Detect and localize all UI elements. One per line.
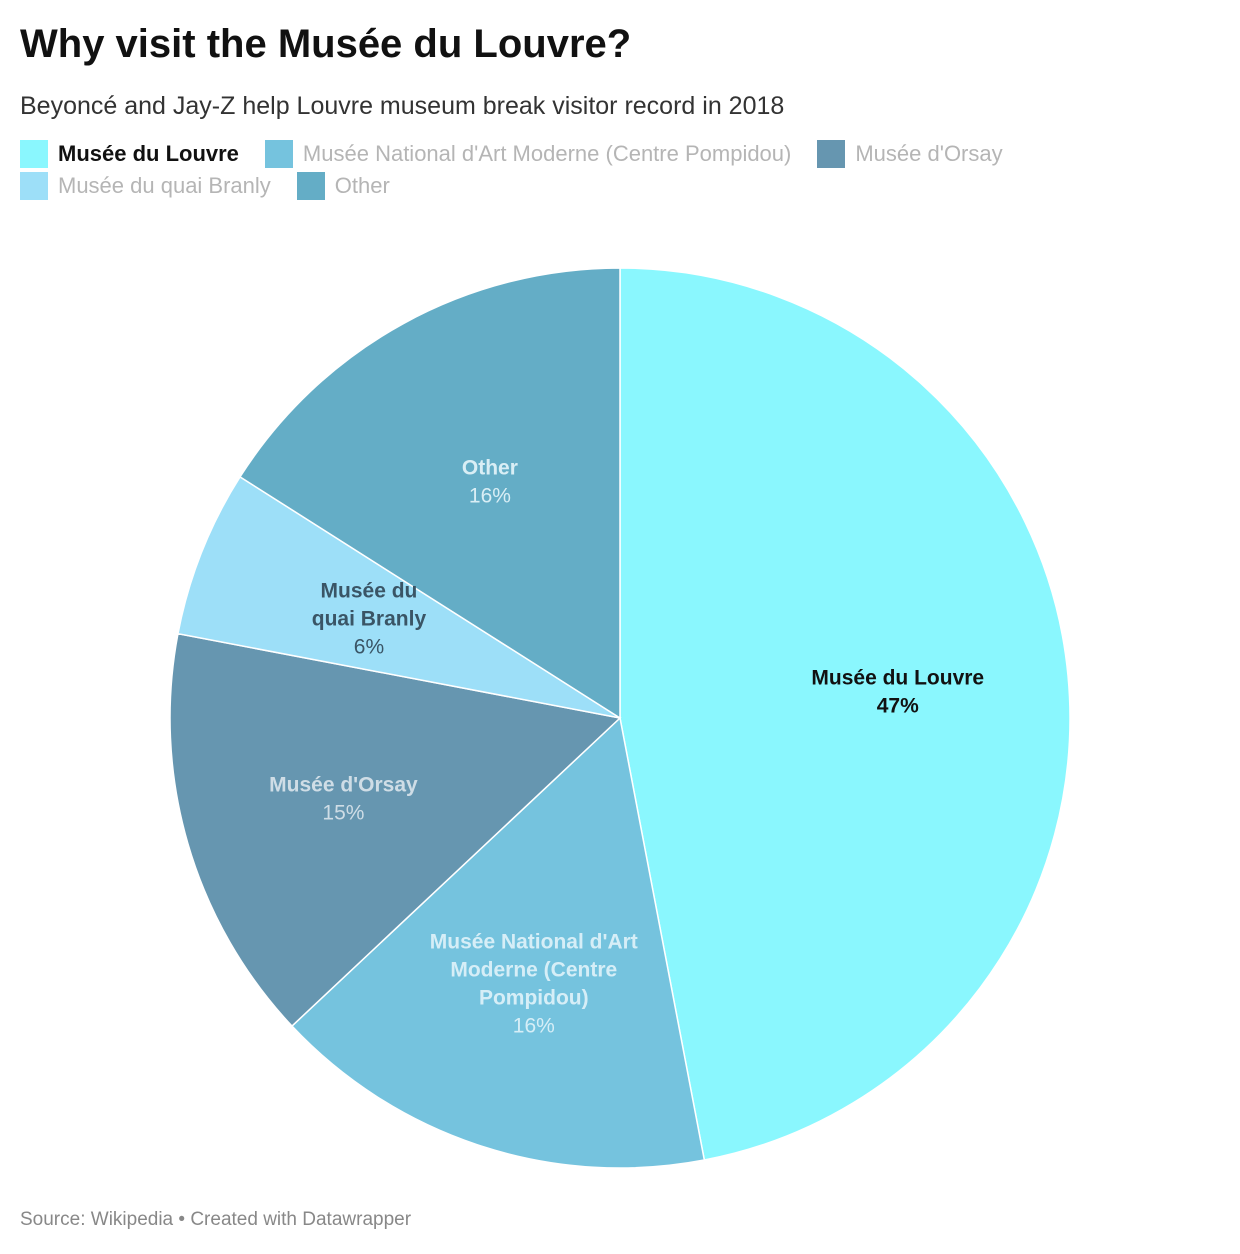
slice-value: 15% bbox=[322, 801, 364, 824]
slice-name: Other bbox=[462, 456, 518, 479]
slice-name: Pompidou) bbox=[479, 986, 589, 1009]
slice-name: Moderne (Centre bbox=[450, 958, 617, 981]
slice-value: 16% bbox=[513, 1014, 555, 1037]
slice-name: Musée du bbox=[321, 580, 418, 603]
slice-value: 6% bbox=[354, 636, 384, 659]
slice-value: 16% bbox=[469, 484, 511, 507]
pie-slice-mus-e-du-louvre bbox=[620, 268, 1070, 1160]
slice-name: Musée d'Orsay bbox=[269, 773, 418, 796]
source-note: Source: Wikipedia • Created with Datawra… bbox=[20, 1209, 411, 1231]
slice-name: Musée du Louvre bbox=[811, 667, 984, 690]
slice-name: quai Branly bbox=[312, 608, 427, 631]
slice-name: Musée National d'Art bbox=[430, 930, 638, 953]
slice-value: 47% bbox=[877, 695, 919, 718]
